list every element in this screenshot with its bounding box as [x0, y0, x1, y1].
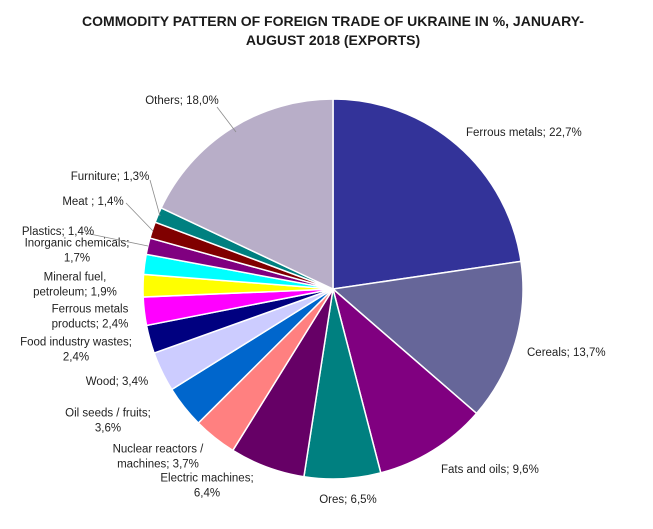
leader-line-furniture: [149, 179, 161, 217]
data-label-fats-and-oils: Fats and oils; 9,6%: [441, 464, 539, 476]
pie-slice-cereals: [331, 260, 524, 415]
pie-slices: [142, 98, 524, 480]
pie-labels: Ferrous metals; 22,7% Cereals; 13,7% Fats …: [20, 95, 606, 506]
data-label-plastics: Plastics; 1,4%: [22, 226, 94, 238]
data-label-ferrous-metals: Ferrous metals; 22,7%: [466, 127, 582, 139]
leader-line-plastics: [84, 232, 149, 247]
leader-line-meat: [125, 202, 154, 232]
data-label-nuclear-reactors-machines: Nuclear reactors / machines; 3,7%: [113, 444, 205, 471]
data-label-ores: Ores; 6,5%: [319, 494, 377, 506]
data-label-wood: Wood; 3,4%: [86, 376, 148, 388]
data-label-furniture: Furniture; 1,3%: [71, 171, 150, 183]
data-label-others: Others; 18,0%: [145, 95, 219, 107]
pie-slice-others: [160, 98, 334, 291]
pie-slice-ferrous-metals: [332, 98, 522, 290]
data-label-meat: Meat ; 1,4%: [62, 196, 123, 208]
data-label-ferrous-metals-products: Ferrous metals products; 2,4%: [52, 304, 129, 331]
chart-title-line-1: COMMODITY PATTERN OF FOREIGN TRADE OF UK…: [82, 13, 584, 29]
data-label-cereals: Cereals; 13,7%: [527, 347, 606, 359]
data-label-inorganic-chemicals: Inorganic chemicals; 1,7%: [25, 238, 130, 265]
leader-line-others: [216, 106, 237, 133]
data-label-food-industry-wastes: Food industry wastes; 2,4%: [20, 337, 132, 364]
data-label-mineral-fuel-petroleum: Mineral fuel, petroleum; 1,9%: [33, 272, 117, 299]
data-label-electric-machines: Electric machines; 6,4%: [160, 473, 253, 500]
data-label-oil-seeds-fruits: Oil seeds / fruits; 3,6%: [65, 408, 151, 435]
chart-title-line-2: AUGUST 2018 (EXPORTS): [246, 32, 420, 48]
